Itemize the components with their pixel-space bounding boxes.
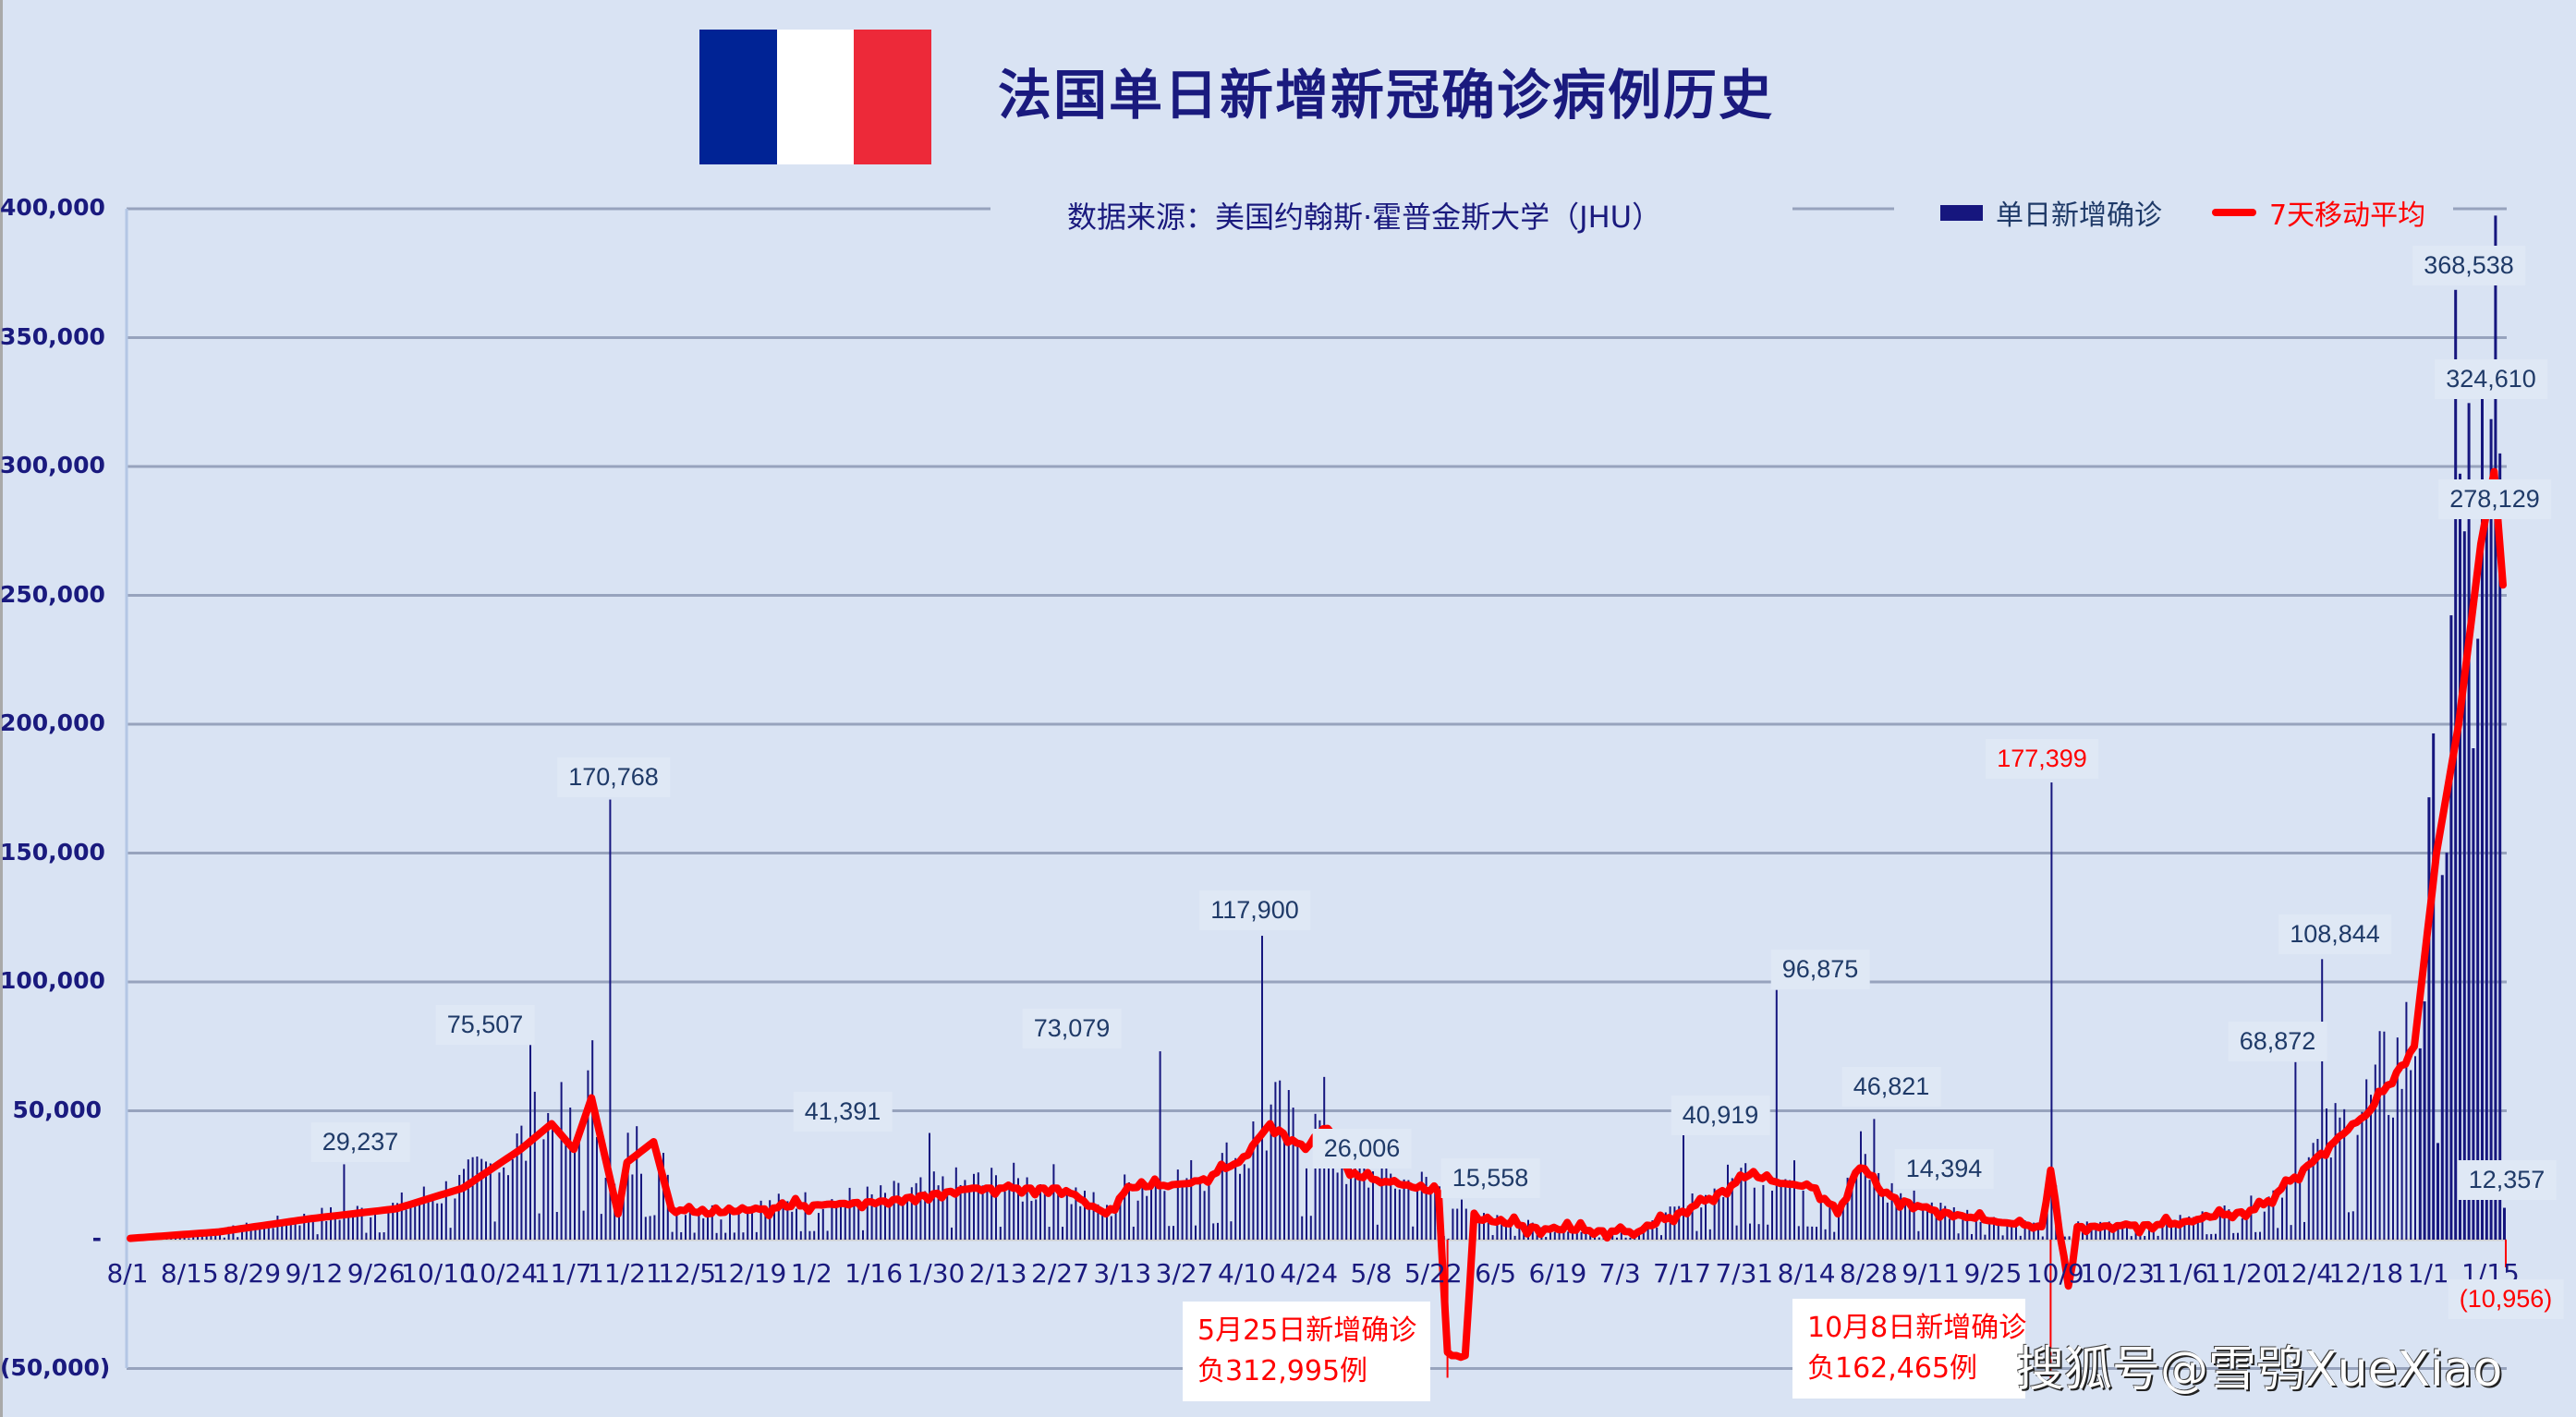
data-label: 108,844 bbox=[2278, 914, 2391, 954]
annotation-oct8-line2: 负162,465例 bbox=[1807, 1352, 1978, 1385]
france-flag-icon bbox=[699, 30, 932, 164]
x-tick-label: 11/7 bbox=[533, 1258, 592, 1289]
x-tick-label: 1/16 bbox=[844, 1258, 904, 1289]
x-tick-label: 1/2 bbox=[790, 1258, 832, 1289]
chart-title: 法国单日新增新冠确诊病例历史 bbox=[998, 64, 1775, 127]
x-tick-label: 4/10 bbox=[1217, 1258, 1276, 1289]
x-tick-label: 9/12 bbox=[285, 1258, 344, 1289]
data-label: 117,900 bbox=[1199, 890, 1310, 930]
flag-red-stripe bbox=[854, 30, 932, 164]
y-tick-label: 150,000 bbox=[0, 838, 105, 866]
x-tick-label: 8/1 bbox=[106, 1258, 149, 1289]
x-tick-label: 8/15 bbox=[160, 1258, 219, 1289]
y-tick-label: 250,000 bbox=[0, 580, 105, 608]
data-label: 368,538 bbox=[2412, 246, 2525, 285]
x-tick-label: 5/22 bbox=[1403, 1258, 1463, 1289]
daily-bars bbox=[130, 215, 2506, 1241]
data-label: 46,821 bbox=[1841, 1067, 1941, 1107]
x-tick-label: 11/6 bbox=[2150, 1258, 2209, 1289]
y-tick-label: 400,000 bbox=[0, 194, 105, 221]
x-tick-label: 2/27 bbox=[1031, 1258, 1089, 1289]
annotation-may25-line1: 5月25日新增确诊 bbox=[1197, 1314, 1417, 1347]
data-label: 26,006 bbox=[1312, 1129, 1412, 1169]
annotation-oct8-line1: 10月8日新增确诊 bbox=[1807, 1312, 2027, 1344]
x-tick-label: 10/24 bbox=[463, 1258, 539, 1289]
flag-blue-stripe bbox=[699, 30, 777, 164]
x-tick-label: 6/5 bbox=[1475, 1258, 1517, 1289]
x-tick-label: 4/24 bbox=[1280, 1258, 1339, 1289]
x-tick-label: 6/19 bbox=[1528, 1258, 1587, 1289]
data-label: 14,394 bbox=[1894, 1149, 1994, 1189]
x-tick-label: 12/18 bbox=[2328, 1258, 2404, 1289]
x-tick-label: 1/30 bbox=[906, 1258, 966, 1289]
x-tick-label: 2/13 bbox=[968, 1258, 1027, 1289]
left-border bbox=[0, 0, 3, 1417]
data-label: 278,129 bbox=[2438, 479, 2551, 519]
x-tick-label: 8/28 bbox=[1839, 1258, 1898, 1289]
annotation-oct8: 10月8日新增确诊 负162,465例 bbox=[1792, 1299, 2027, 1399]
y-tick-label: 100,000 bbox=[0, 967, 105, 994]
x-tick-label: 8/29 bbox=[223, 1258, 282, 1289]
data-label: 40,919 bbox=[1671, 1096, 1770, 1135]
data-label: 73,079 bbox=[1022, 1009, 1122, 1048]
x-tick-label: 3/27 bbox=[1155, 1258, 1214, 1289]
data-label: 170,768 bbox=[557, 757, 670, 797]
x-tick-label: 7/3 bbox=[1598, 1258, 1641, 1289]
y-tick-label: 200,000 bbox=[0, 709, 105, 736]
data-label: 41,391 bbox=[793, 1092, 893, 1132]
y-tick-label: - bbox=[91, 1225, 102, 1252]
x-tick-label: 5/8 bbox=[1350, 1258, 1392, 1289]
data-label: 12,357 bbox=[2457, 1160, 2557, 1200]
x-tick-label: 12/4 bbox=[2275, 1258, 2333, 1289]
chart-legend: 单日新增确诊 7天移动平均 bbox=[1940, 192, 2425, 233]
x-tick-label: 11/20 bbox=[2204, 1258, 2279, 1289]
annotation-may25-line2: 负312,995例 bbox=[1197, 1355, 1368, 1387]
legend-line-swatch-icon bbox=[2212, 209, 2256, 216]
x-tick-label: 7/31 bbox=[1715, 1258, 1774, 1289]
x-tick-label: 1/1 bbox=[2407, 1258, 2449, 1289]
x-tick-label: 10/23 bbox=[2080, 1258, 2155, 1289]
y-tick-label: 50,000 bbox=[12, 1096, 102, 1123]
y-tick-label: (50,000) bbox=[0, 1353, 111, 1381]
watermark: 搜狐号@雪鸮XueXiao bbox=[2016, 1342, 2503, 1398]
data-label: 29,237 bbox=[310, 1122, 410, 1162]
legend-line-label: 7天移动平均 bbox=[2269, 200, 2426, 232]
data-label: 15,558 bbox=[1440, 1158, 1540, 1198]
chart-subtitle: 数据来源：美国约翰斯·霍普金斯大学（JHU） bbox=[1067, 200, 1662, 235]
x-tick-label: 10/9 bbox=[2025, 1258, 2084, 1289]
x-tick-label: 8/14 bbox=[1777, 1258, 1836, 1289]
data-label: (10,956) bbox=[2448, 1279, 2564, 1319]
data-label: 177,399 bbox=[1986, 739, 2098, 779]
x-tick-label: 7/17 bbox=[1653, 1258, 1711, 1289]
x-tick-label: 3/13 bbox=[1093, 1258, 1152, 1289]
x-tick-label: 9/26 bbox=[346, 1258, 406, 1289]
x-tick-label: 10/10 bbox=[401, 1258, 476, 1289]
data-label: 324,610 bbox=[2435, 359, 2547, 399]
x-tick-label: 12/19 bbox=[711, 1258, 787, 1289]
x-tick-label: 12/5 bbox=[658, 1258, 717, 1289]
annotation-may25: 5月25日新增确诊 负312,995例 bbox=[1183, 1302, 1430, 1401]
legend-bar-label: 单日新增确诊 bbox=[1996, 200, 2162, 232]
data-label: 96,875 bbox=[1770, 950, 1870, 989]
data-label: 68,872 bbox=[2228, 1022, 2327, 1061]
flag-white-stripe bbox=[776, 30, 855, 164]
y-tick-label: 350,000 bbox=[0, 322, 105, 350]
x-tick-label: 9/25 bbox=[1963, 1258, 2023, 1289]
x-tick-label: 9/11 bbox=[1902, 1258, 1961, 1289]
y-tick-label: 300,000 bbox=[0, 452, 105, 478]
x-tick-label: 11/21 bbox=[588, 1258, 662, 1289]
data-label: 75,507 bbox=[435, 1005, 535, 1045]
legend-bar-swatch-icon bbox=[1940, 204, 1983, 221]
